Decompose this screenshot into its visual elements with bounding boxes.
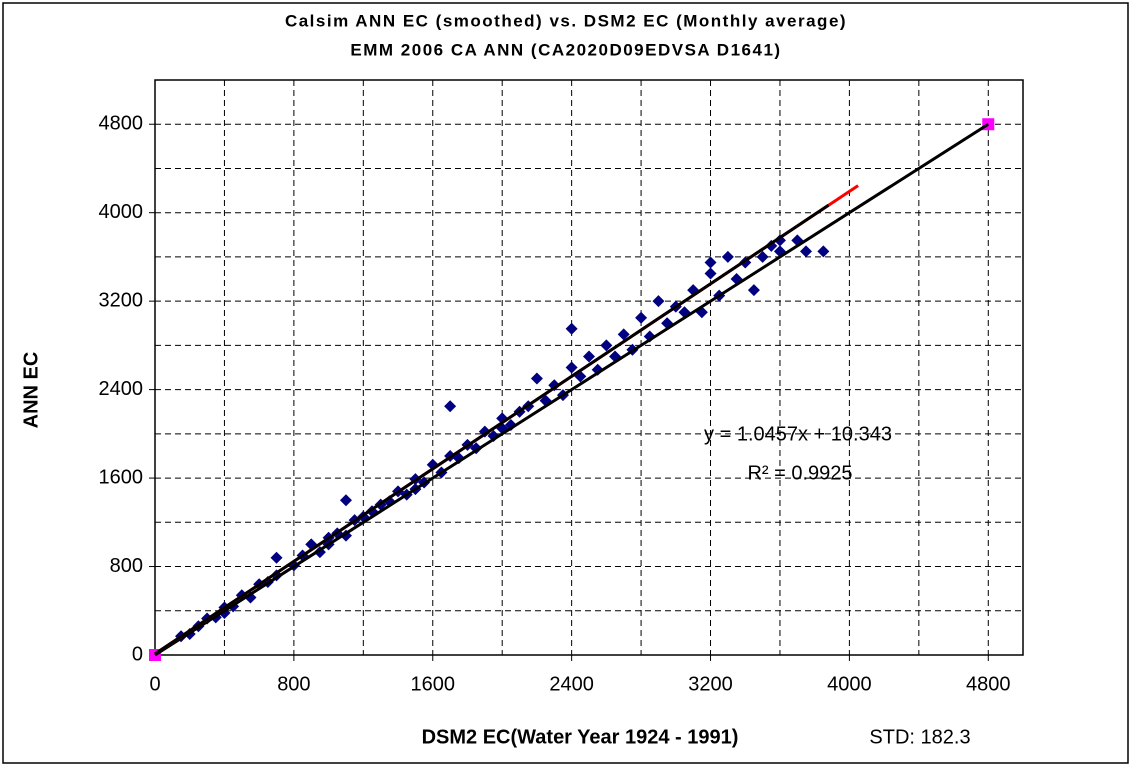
diamond-point — [530, 372, 543, 385]
y-tick-label: 1600 — [99, 466, 144, 488]
diamond-point — [444, 400, 457, 413]
x-tick-label: 800 — [277, 673, 310, 695]
x-tick-label: 3200 — [688, 673, 733, 695]
diamond-point — [817, 245, 830, 258]
x-tick-label: 4800 — [966, 673, 1011, 695]
diamond-point — [617, 328, 630, 341]
y-tick-label: 800 — [110, 555, 143, 577]
diamond-point — [800, 245, 812, 258]
diamond-point — [270, 551, 283, 564]
y-tick-label: 0 — [132, 643, 143, 665]
diamond-point — [339, 494, 352, 507]
diamond-point — [583, 350, 595, 363]
x-tick-label: 1600 — [411, 673, 456, 695]
diamond-point — [600, 339, 613, 352]
trend-line — [154, 122, 990, 657]
diamond-point — [747, 284, 760, 297]
trend-line — [154, 203, 830, 656]
diamond-point — [704, 267, 717, 280]
plot-area — [154, 79, 1024, 656]
r-squared-label: R² = 0.9925 — [747, 462, 852, 484]
x-tick-label: 4000 — [827, 673, 872, 695]
y-axis-label: ANN EC — [20, 352, 42, 429]
x-axis-label: DSM2 EC(Water Year 1924 - 1991) — [422, 726, 739, 748]
chart-subtitle: EMM 2006 CA ANN (CA2020D09EDVSA D1641) — [350, 40, 781, 59]
y-tick-label: 2400 — [99, 378, 144, 400]
y-tick-label: 4000 — [99, 201, 144, 223]
x-tick-label: 0 — [149, 673, 160, 695]
x-tick-label: 2400 — [549, 673, 594, 695]
diamond-point — [565, 322, 578, 335]
diamond-point — [635, 311, 648, 324]
std-label: STD: 182.3 — [869, 726, 970, 748]
y-tick-label: 3200 — [99, 289, 144, 311]
diamond-point — [756, 250, 769, 263]
diamond-point — [721, 250, 734, 263]
chart-title: Calsim ANN EC (smoothed) vs. DSM2 EC (Mo… — [285, 11, 847, 30]
diamond-point — [652, 295, 665, 308]
diamond-point — [565, 361, 578, 374]
y-tick-label: 4800 — [99, 113, 144, 135]
diamond-point — [704, 256, 717, 269]
